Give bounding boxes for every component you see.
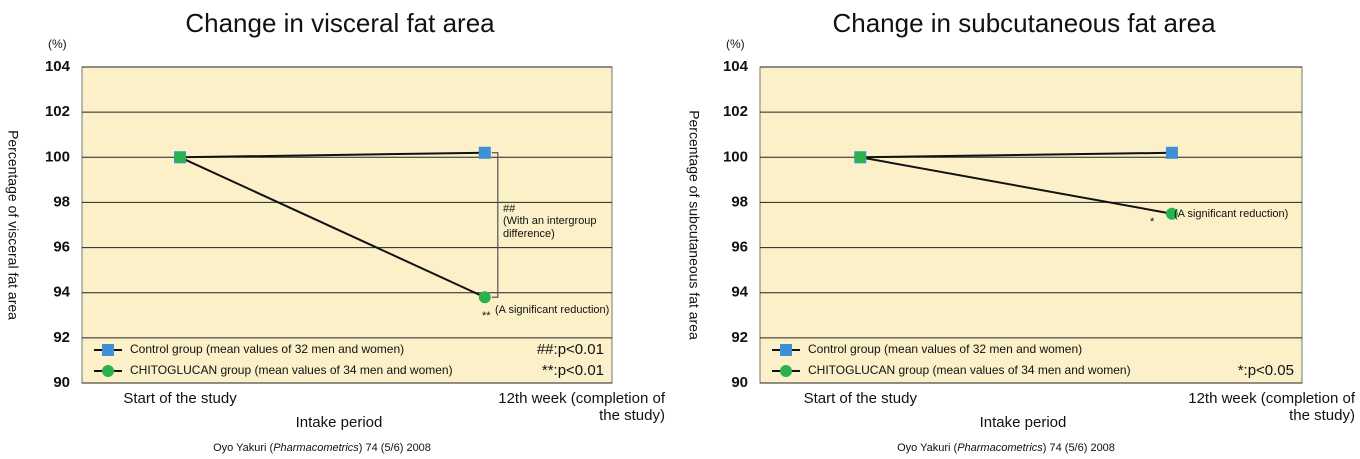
y-tick-label: 94 <box>731 284 748 301</box>
y-unit: (%) <box>726 37 745 51</box>
series-line <box>179 156 486 299</box>
significance-note: ##:p<0.01 <box>537 341 604 358</box>
y-tick-label: 102 <box>723 103 748 120</box>
legend-label: Control group (mean values of 32 men and… <box>130 342 404 356</box>
y-tick-label: 92 <box>53 329 70 346</box>
y-tick-label: 96 <box>53 239 70 256</box>
plot-area <box>81 66 613 384</box>
significance-note: *:p<0.05 <box>1238 362 1294 379</box>
annotation: (A significant reduction) <box>495 304 610 316</box>
source-part: ) 74 (5/6) 2008 <box>359 442 431 454</box>
series-line <box>860 151 1172 159</box>
y-axis-label: Percentage of subcutaneous fat area <box>686 110 702 340</box>
y-tick-label: 104 <box>723 58 749 75</box>
source: Oyo Yakuri (Pharmacometrics) 74 (5/6) 20… <box>213 442 431 454</box>
y-tick-label: 98 <box>731 193 748 210</box>
bracket <box>491 152 499 298</box>
annotation: ## <box>503 203 516 215</box>
marker <box>1165 207 1178 220</box>
source-part: Pharmacometrics <box>957 442 1043 454</box>
legend-label: CHITOGLUCAN group (mean values of 34 men… <box>808 363 1131 377</box>
x-axis-label: Intake period <box>980 414 1067 431</box>
source-part: ) 74 (5/6) 2008 <box>1043 442 1115 454</box>
annotation: (A significant reduction) <box>1174 208 1289 220</box>
x-tick-label: Start of the study <box>803 390 917 407</box>
y-axis-label: Percentage of visceral fat area <box>5 130 21 320</box>
y-tick-label: 90 <box>731 374 748 391</box>
marker <box>854 151 867 164</box>
annotation: ** <box>482 310 491 322</box>
y-tick-label: 98 <box>53 193 70 210</box>
y-unit: (%) <box>48 37 67 51</box>
legend-marker <box>102 344 114 356</box>
marker <box>478 146 491 159</box>
legend-marker <box>780 365 792 377</box>
legend-label: Control group (mean values of 32 men and… <box>808 342 1082 356</box>
x-axis-label: Intake period <box>296 414 383 431</box>
x-tick-label: 12th week (completion of the study) <box>498 390 665 425</box>
marker <box>478 291 491 304</box>
source-part: Oyo Yakuri ( <box>213 442 273 454</box>
legend-marker <box>780 344 792 356</box>
series-line <box>180 151 485 159</box>
y-tick-label: 100 <box>723 148 748 165</box>
annotation: (With an intergroup difference) <box>503 215 597 240</box>
y-tick-label: 94 <box>53 284 70 301</box>
legend-marker <box>102 365 114 377</box>
x-tick-label: Start of the study <box>123 390 237 407</box>
source-part: Pharmacometrics <box>273 442 359 454</box>
y-tick-label: 96 <box>731 239 748 256</box>
y-tick-label: 92 <box>731 329 748 346</box>
y-tick-label: 100 <box>45 148 70 165</box>
series-line <box>860 156 1173 215</box>
marker <box>174 151 187 164</box>
source: Oyo Yakuri (Pharmacometrics) 74 (5/6) 20… <box>897 442 1115 454</box>
plot-area <box>759 66 1303 384</box>
source-part: Oyo Yakuri ( <box>897 442 957 454</box>
legend-label: CHITOGLUCAN group (mean values of 34 men… <box>130 363 453 377</box>
x-tick-label: 12th week (completion of the study) <box>1188 390 1355 425</box>
y-tick-label: 102 <box>45 103 70 120</box>
y-tick-label: 104 <box>45 58 71 75</box>
chart-title: Change in visceral fat area <box>185 8 495 38</box>
significance-note: **:p<0.01 <box>542 362 604 379</box>
chart-title: Change in subcutaneous fat area <box>832 8 1216 38</box>
annotation: * <box>1150 216 1155 228</box>
y-tick-label: 90 <box>53 374 70 391</box>
marker <box>1165 146 1178 159</box>
